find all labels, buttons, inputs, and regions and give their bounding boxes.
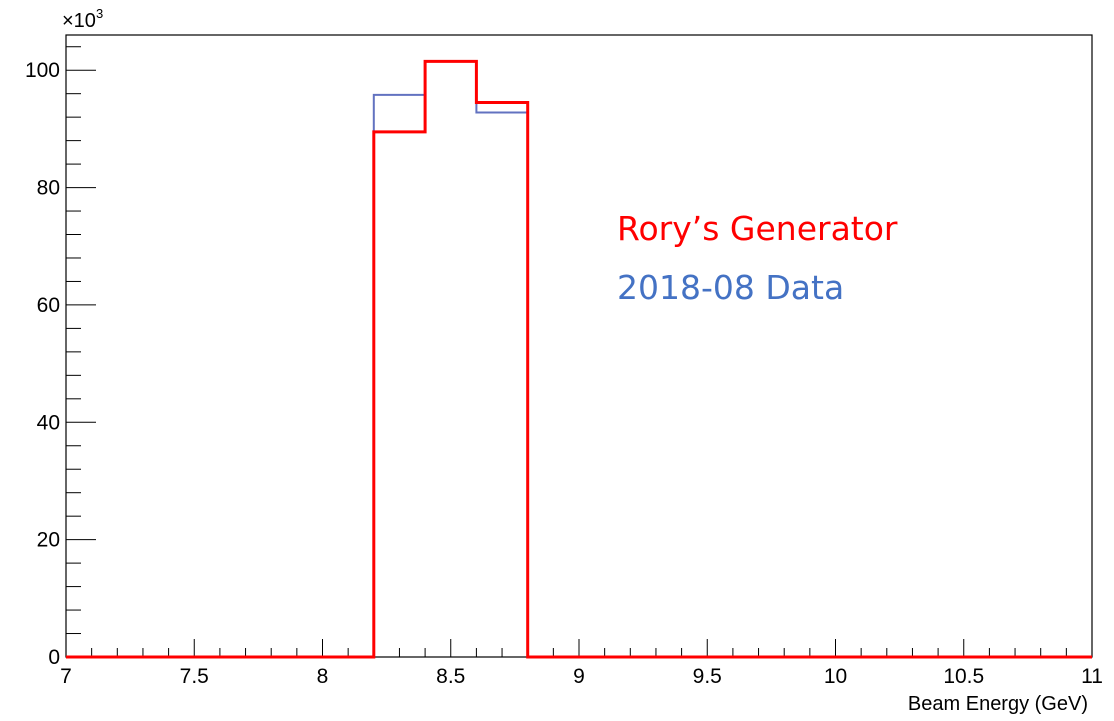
y-tick-label: 80 <box>37 177 60 200</box>
legend-entry-rorys-generator: Rory’s Generator <box>617 209 898 248</box>
y-tick-label: 0 <box>48 646 60 669</box>
x-tick-label: 11 <box>1081 665 1103 688</box>
legend-entry-2018-08-data: 2018-08 Data <box>617 268 844 307</box>
x-tick-label: 8.5 <box>436 665 465 688</box>
x-tick-label: 7 <box>60 665 72 688</box>
y-tick-label: 20 <box>37 529 60 552</box>
x-tick-label: 9.5 <box>693 665 722 688</box>
series-rory-s-generator-line <box>66 59 1092 659</box>
y-tick-labels: 0 20 40 60 80 100 <box>25 59 60 669</box>
x-tick-label: 8 <box>317 665 329 688</box>
x-tick-labels: 7 7.5 8 8.5 9 9.5 10 10.5 11 <box>60 665 1103 688</box>
y-tick-label: 40 <box>37 411 60 434</box>
x-tick-label: 10.5 <box>943 665 984 688</box>
axis-ticks <box>65 46 1093 658</box>
y-multiplier-label: ×103 <box>62 6 103 32</box>
plot-frame <box>65 34 1093 658</box>
x-axis-title: Beam Energy (GeV) <box>908 693 1088 715</box>
series-2018-08-data-line <box>66 60 1092 658</box>
x-tick-label: 10 <box>824 665 847 688</box>
x-tick-label: 9 <box>573 665 585 688</box>
y-tick-label: 60 <box>37 294 60 317</box>
y-tick-label: 100 <box>25 59 60 82</box>
histogram-series <box>66 59 1092 659</box>
x-tick-label: 7.5 <box>180 665 209 688</box>
